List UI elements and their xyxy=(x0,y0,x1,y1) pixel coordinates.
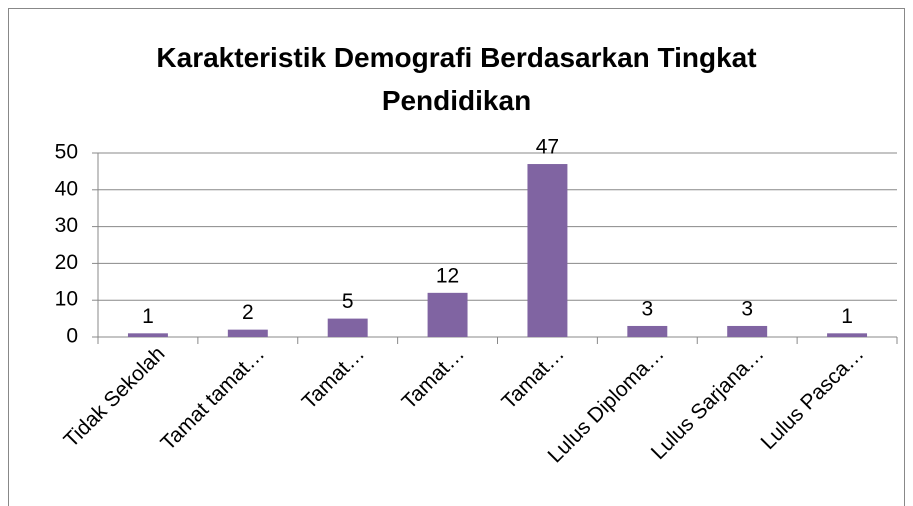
data-label: 3 xyxy=(641,298,653,321)
bar xyxy=(727,325,768,337)
x-tick-label: Tamat… xyxy=(497,342,569,414)
y-tick-label: 40 xyxy=(55,177,78,200)
y-tick-label: 20 xyxy=(55,251,78,274)
bar xyxy=(327,318,368,337)
y-tick-label: 0 xyxy=(66,325,78,348)
data-label: 2 xyxy=(242,301,254,324)
data-label: 5 xyxy=(342,290,354,313)
data-label: 1 xyxy=(841,305,853,328)
bar xyxy=(227,329,268,337)
bar xyxy=(527,164,568,337)
x-tick-label: Tamat… xyxy=(397,342,469,414)
chart-border xyxy=(8,8,905,506)
bar xyxy=(427,292,468,337)
data-label: 47 xyxy=(536,136,559,159)
x-tick-label: Tidak Sekolah xyxy=(60,342,170,452)
bar xyxy=(627,325,668,337)
x-tick-label: Tamat… xyxy=(298,342,370,414)
data-label: 12 xyxy=(436,264,459,287)
data-label: 3 xyxy=(741,298,753,321)
bar xyxy=(127,333,168,337)
data-label: 1 xyxy=(142,305,154,328)
x-tick-label: Tamat tamat… xyxy=(156,342,269,455)
y-tick-label: 50 xyxy=(55,141,78,164)
bar xyxy=(827,333,868,337)
y-tick-label: 30 xyxy=(55,214,78,237)
y-tick-label: 10 xyxy=(55,288,78,311)
x-tick-label: Lulus Pasca… xyxy=(757,342,869,454)
chart-title: Karakteristik Demografi Berdasarkan Ting… xyxy=(156,42,757,116)
